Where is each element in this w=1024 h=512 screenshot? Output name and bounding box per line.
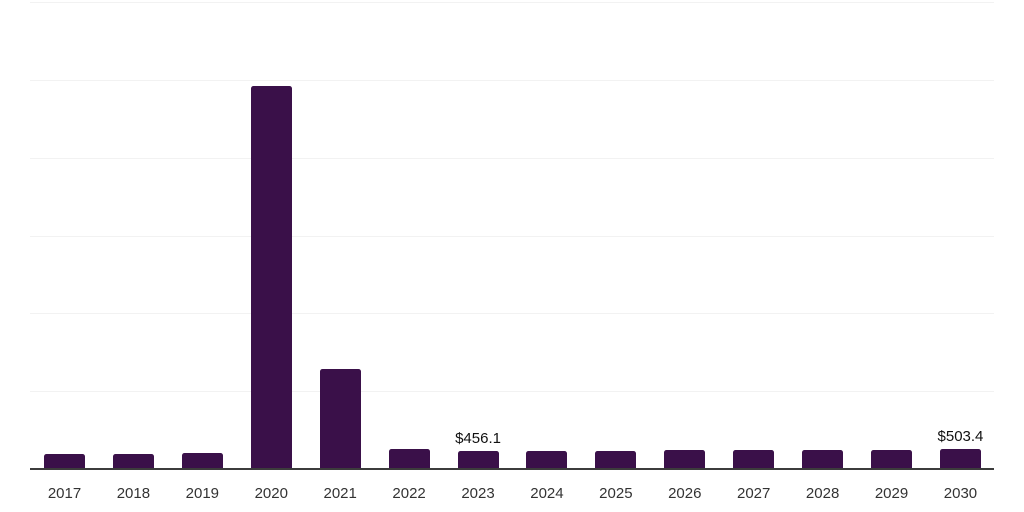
data-label-2023: $456.1 [455,430,501,448]
bar-2023 [457,451,499,469]
gridline [30,313,994,315]
data-label-2030: $503.4 [937,428,984,446]
x-tick-2023: 2023 [461,485,495,502]
x-tick-2022: 2022 [392,485,426,502]
bar-2025 [595,450,637,469]
gridline [30,391,994,393]
x-tick-2028: 2028 [805,485,840,502]
gridline [30,157,994,159]
bar-2024 [526,450,568,469]
x-tick-2021: 2021 [323,485,357,502]
bar-2017 [44,453,85,469]
x-tick-2019: 2019 [185,485,220,502]
bar-2021 [319,368,361,469]
bar-2020 [250,86,292,469]
bar-2022 [388,448,430,469]
bar-2027 [733,450,775,469]
x-axis-line [30,468,994,470]
x-tick-2025: 2025 [599,485,633,502]
x-tick-2020: 2020 [254,485,288,502]
x-tick-2017: 2017 [47,485,82,502]
x-tick-2029: 2029 [874,485,909,502]
bar-2026 [664,450,706,469]
bar-2019 [181,453,223,469]
bar-2028 [802,449,844,469]
gridline [30,79,994,81]
bar-2018 [112,453,154,469]
bar-2029 [871,449,913,469]
gridline [30,2,994,3]
gridline [30,235,994,237]
x-tick-2027: 2027 [737,485,771,502]
x-tick-2026: 2026 [668,485,702,502]
x-tick-2030: 2030 [943,485,978,502]
bar-2030 [939,449,981,469]
x-tick-2024: 2024 [530,485,564,502]
x-tick-2018: 2018 [116,485,151,502]
